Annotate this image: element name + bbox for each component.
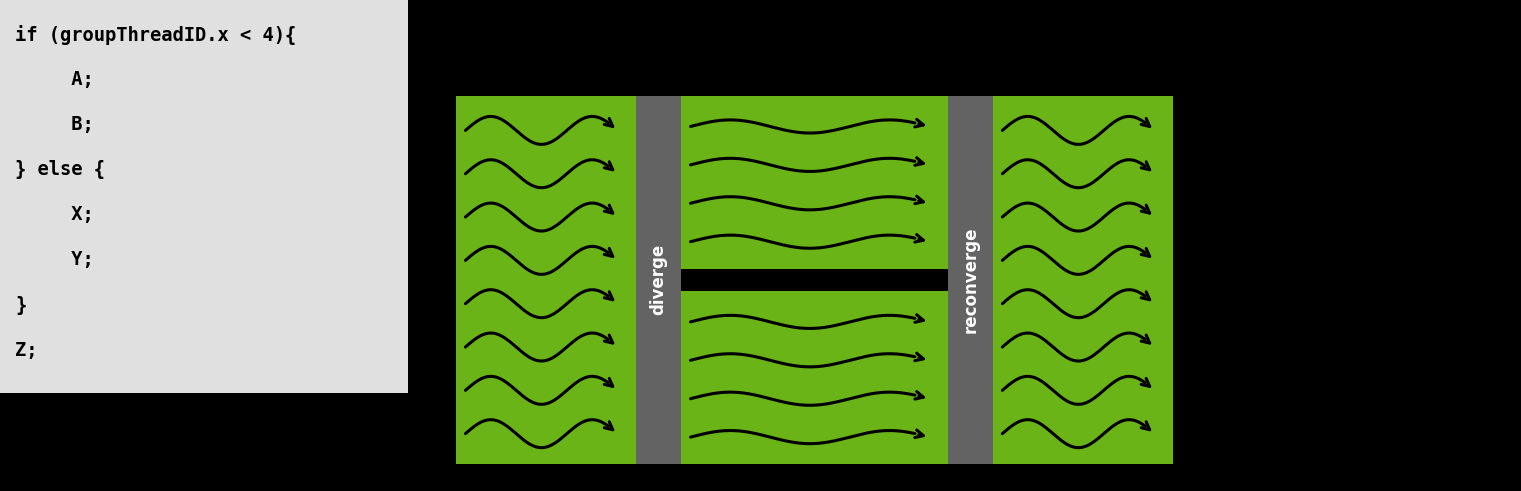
Text: Z;: Z; xyxy=(15,341,38,360)
Bar xyxy=(681,291,948,464)
Text: reconverge: reconverge xyxy=(961,227,980,333)
Bar xyxy=(456,96,636,464)
Text: A;: A; xyxy=(15,70,94,89)
Text: diverge: diverge xyxy=(649,244,668,316)
Bar xyxy=(0,0,408,393)
Text: if (groupThreadID.x < 4){: if (groupThreadID.x < 4){ xyxy=(15,25,297,45)
Bar xyxy=(948,96,993,464)
Bar xyxy=(681,96,948,269)
Text: Y;: Y; xyxy=(15,250,94,270)
Text: }: } xyxy=(15,296,26,315)
Text: B;: B; xyxy=(15,115,94,134)
Bar xyxy=(993,96,1173,464)
Text: } else {: } else { xyxy=(15,160,105,179)
Bar xyxy=(636,96,681,464)
Text: X;: X; xyxy=(15,205,94,224)
